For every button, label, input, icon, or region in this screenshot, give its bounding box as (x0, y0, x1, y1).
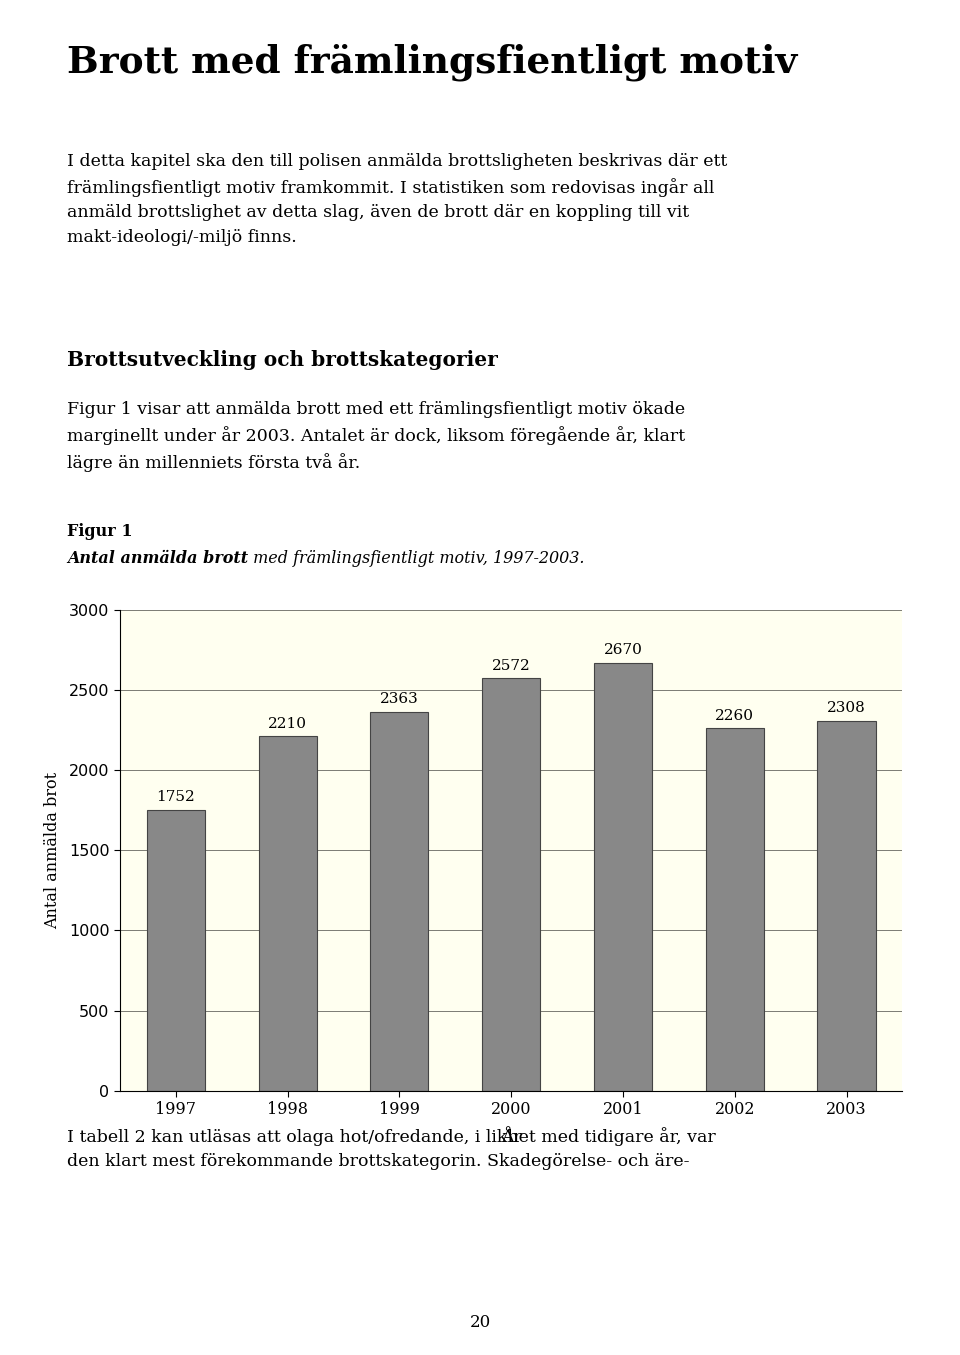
Bar (482, 679, 540, 1091)
Text: 2260: 2260 (715, 709, 755, 722)
Text: 2308: 2308 (828, 701, 866, 715)
Text: 2210: 2210 (268, 717, 307, 730)
Bar (147, 810, 204, 1091)
Text: med främlingsfientligt motiv, 1997-2003.: med främlingsfientligt motiv, 1997-2003. (248, 550, 585, 568)
Bar (371, 711, 428, 1091)
Text: Figur 1: Figur 1 (67, 523, 132, 541)
Bar (258, 736, 317, 1091)
Text: Figur 1 visar att anmälda brott med ett främlingsfientligt motiv ökade
marginell: Figur 1 visar att anmälda brott med ett … (67, 401, 685, 473)
X-axis label: År: År (501, 1129, 521, 1146)
Text: I detta kapitel ska den till polisen anmälda brottsligheten beskrivas där ett
fr: I detta kapitel ska den till polisen anm… (67, 153, 728, 245)
Text: 1752: 1752 (156, 790, 195, 805)
Text: I tabell 2 kan utläsas att olaga hot/ofredande, i likhet med tidigare år, var
de: I tabell 2 kan utläsas att olaga hot/ofr… (67, 1127, 716, 1171)
Text: Brott med främlingsfientligt motiv: Brott med främlingsfientligt motiv (67, 43, 798, 81)
Text: 2670: 2670 (604, 644, 642, 657)
Text: 2572: 2572 (492, 659, 531, 673)
Bar (594, 663, 652, 1091)
Bar (706, 729, 764, 1091)
Text: 2363: 2363 (380, 692, 419, 706)
Text: Brottsutveckling och brottskategorier: Brottsutveckling och brottskategorier (67, 350, 498, 370)
Bar (818, 721, 876, 1091)
Text: Antal anmälda brott: Antal anmälda brott (67, 550, 249, 568)
Text: 20: 20 (469, 1314, 491, 1331)
Y-axis label: Antal anmälda brot: Antal anmälda brot (43, 772, 60, 928)
